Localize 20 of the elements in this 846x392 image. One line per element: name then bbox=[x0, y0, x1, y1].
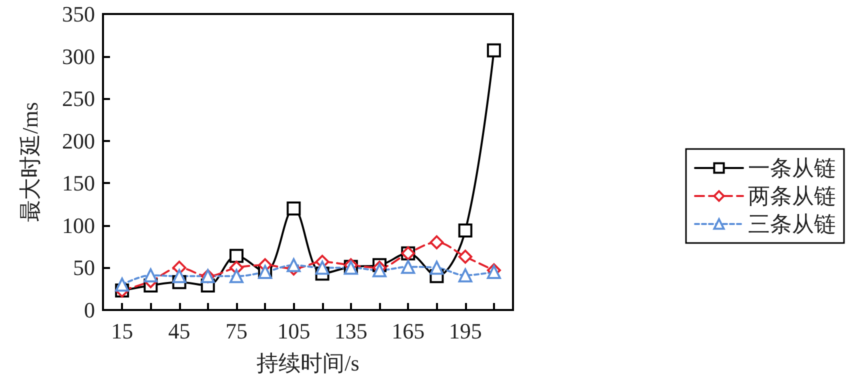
y-tick-label: 50 bbox=[73, 255, 95, 280]
legend-label: 两条从链 bbox=[748, 184, 836, 208]
y-tick-label: 100 bbox=[62, 212, 95, 238]
x-tick-label: 45 bbox=[168, 318, 190, 344]
x-tick-label: 165 bbox=[392, 318, 425, 344]
y-tick-label: 200 bbox=[62, 128, 95, 154]
legend-label: 一条从链 bbox=[748, 156, 836, 180]
y-tick-label: 300 bbox=[62, 44, 95, 69]
y-axis-title: 最大时延/ms bbox=[18, 102, 42, 222]
y-tick-label: 150 bbox=[62, 170, 95, 196]
y-tick-label: 250 bbox=[62, 86, 95, 112]
x-tick-label: 105 bbox=[277, 318, 310, 344]
x-tick-label: 75 bbox=[225, 318, 248, 344]
x-tick-label: 135 bbox=[334, 318, 368, 344]
legend-label: 三条从链 bbox=[748, 212, 836, 236]
x-axis-title: 持续时间/s bbox=[256, 350, 360, 376]
x-tick-label: 195 bbox=[448, 318, 482, 344]
x-tick-label: 15 bbox=[111, 318, 134, 344]
y-tick-label: 0 bbox=[84, 298, 95, 322]
y-tick-label: 350 bbox=[62, 2, 95, 26]
